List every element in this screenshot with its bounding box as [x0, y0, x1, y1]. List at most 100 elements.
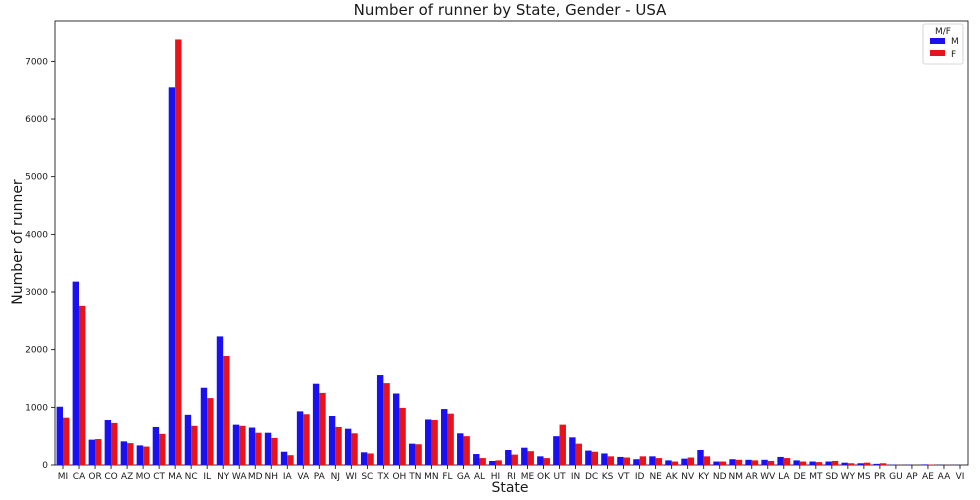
bar-f-mi	[63, 417, 70, 465]
bars-group	[56, 39, 967, 465]
bar-m-az	[120, 441, 128, 465]
bar-f-ak	[671, 461, 679, 465]
x-tick-label-mi: MI	[58, 472, 68, 482]
bar-m-ae	[921, 464, 928, 465]
bar-m-mo	[136, 445, 144, 465]
y-axis-ticks: 0 1000 2000 3000 4000 5000 6000 7000	[25, 57, 55, 471]
bar-f-il	[207, 398, 214, 465]
bar-m-wi	[344, 428, 352, 465]
bar-m-wy	[841, 462, 848, 465]
x-tick-label-in: IN	[571, 472, 580, 482]
bar-f-md	[255, 432, 262, 465]
x-tick-label-az: AZ	[121, 472, 133, 482]
bar-f-tx	[383, 383, 390, 465]
x-tick-label-ct: CT	[153, 472, 165, 482]
bar-m-nj	[328, 415, 336, 465]
x-tick-label-nd: ND	[713, 472, 727, 482]
x-tick-label-wy: WY	[841, 472, 856, 482]
bar-m-mt	[809, 461, 816, 465]
x-axis-label: State	[491, 480, 528, 496]
bar-f-mn	[431, 420, 438, 465]
bar-f-ne	[655, 458, 663, 465]
bar-f-nm	[735, 459, 743, 465]
bar-m-pa	[312, 383, 320, 465]
x-tick-label-gu: GU	[889, 472, 903, 482]
bar-f-az	[127, 443, 134, 465]
x-tick-label-ap: AP	[906, 472, 918, 482]
plot-frame	[54, 20, 969, 466]
bar-m-ca	[72, 281, 80, 465]
bar-m-wa	[232, 424, 240, 465]
legend-swatch-f	[930, 50, 945, 56]
x-tick-label-aa: AA	[938, 472, 951, 482]
bar-m-sc	[360, 452, 368, 465]
x-tick-label-ms: MS	[857, 472, 871, 482]
bar-m-ut	[553, 436, 560, 465]
bar-f-ms	[863, 462, 871, 465]
bar-f-nh	[271, 437, 278, 465]
x-tick-label-ak: AK	[666, 472, 679, 482]
x-tick-label-ae: AE	[922, 472, 934, 482]
bar-f-nj	[335, 426, 342, 465]
bar-f-sc	[367, 453, 374, 465]
bar-m-pr	[873, 463, 880, 465]
y-tick-label: 2000	[25, 346, 48, 356]
bar-m-or	[88, 439, 96, 465]
bar-f-tn	[415, 444, 422, 465]
bar-m-ar	[745, 459, 752, 465]
x-tick-label-mo: MO	[136, 472, 151, 482]
x-tick-label-vt: VT	[618, 472, 630, 482]
bar-f-nc	[191, 425, 198, 465]
bar-m-in	[569, 437, 576, 465]
bar-m-dc	[585, 450, 592, 465]
bar-m-wv	[761, 459, 768, 465]
bar-m-me	[521, 447, 528, 465]
y-tick-label: 1000	[25, 403, 48, 413]
bar-f-or	[95, 439, 102, 465]
bar-f-va	[303, 414, 310, 465]
bar-f-id	[639, 456, 647, 465]
x-tick-label-ar: AR	[746, 472, 758, 482]
bar-f-dc	[591, 451, 598, 465]
bar-m-sd	[825, 461, 832, 465]
bar-f-ok	[543, 458, 550, 465]
bar-f-ky	[703, 456, 711, 465]
chart-title: Number of runner by State, Gender - USA	[354, 1, 668, 19]
bar-m-ga	[457, 433, 464, 465]
bar-f-al	[479, 458, 486, 465]
x-tick-label-ga: GA	[457, 472, 471, 482]
bar-f-de	[799, 461, 807, 465]
x-tick-label-oh: OH	[392, 472, 406, 482]
bar-f-wv	[767, 460, 775, 465]
bar-m-nd	[713, 461, 720, 465]
x-tick-label-tn: TN	[408, 472, 421, 482]
x-tick-label-ny: NY	[217, 472, 230, 482]
bar-m-nm	[729, 459, 736, 465]
bar-f-wy	[847, 463, 855, 465]
x-tick-label-sc: SC	[361, 472, 373, 482]
bar-m-mn	[425, 419, 432, 465]
bar-m-oh	[392, 393, 400, 465]
bar-m-id	[633, 459, 640, 465]
x-tick-label-ne: NE	[649, 472, 662, 482]
bar-f-hi	[495, 460, 502, 465]
bar-f-ar	[751, 460, 759, 465]
bar-f-sd	[831, 460, 839, 465]
bar-m-il	[200, 387, 208, 465]
bar-m-nc	[184, 414, 192, 465]
x-tick-label-pr: PR	[874, 472, 886, 482]
x-tick-label-hi: HI	[491, 472, 500, 482]
bar-f-ca	[79, 305, 86, 465]
y-tick-label: 5000	[25, 173, 48, 183]
bar-f-in	[575, 443, 582, 465]
bar-f-ny	[223, 356, 230, 465]
bar-m-ct	[152, 426, 160, 465]
bar-f-nd	[719, 461, 727, 465]
x-tick-label-id: ID	[635, 472, 645, 482]
bar-m-ky	[697, 450, 704, 465]
bar-m-ma	[168, 87, 176, 465]
bar-m-ks	[601, 453, 608, 465]
bar-m-de	[793, 460, 800, 465]
legend-label-f: F	[951, 50, 956, 60]
